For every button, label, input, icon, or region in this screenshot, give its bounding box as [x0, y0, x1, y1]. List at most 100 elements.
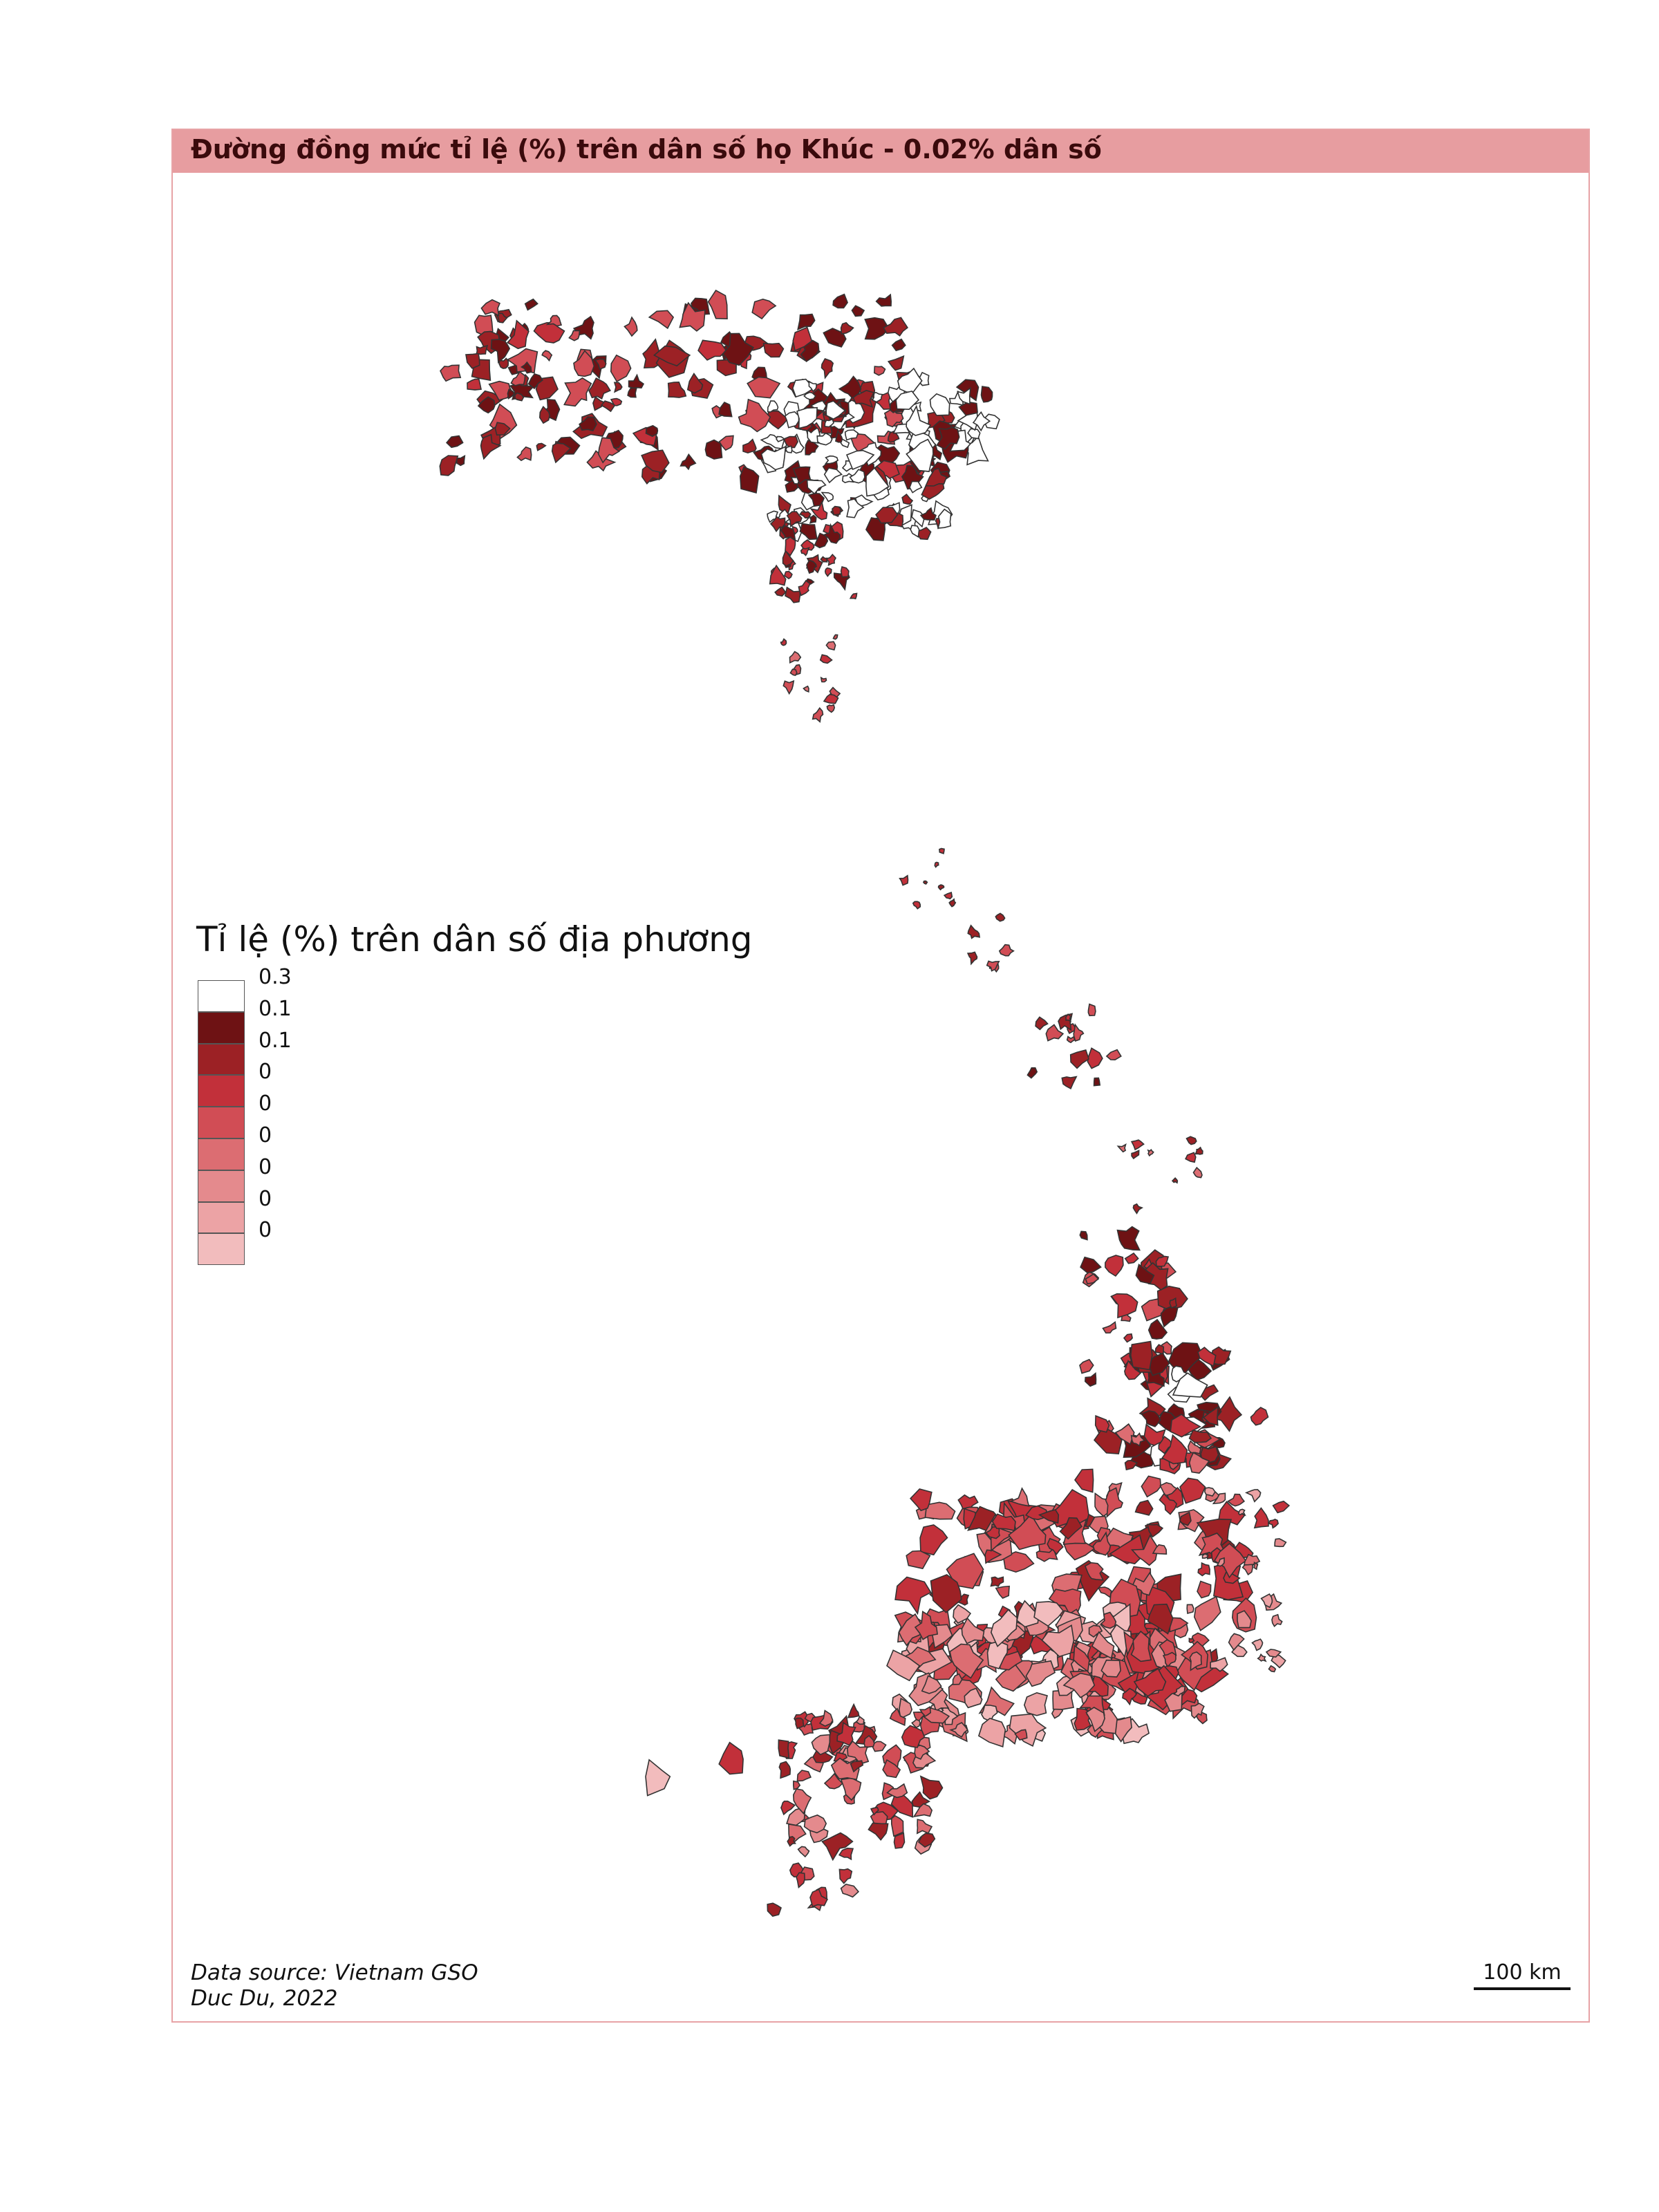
region-polygon: [916, 1819, 933, 1835]
region-polygon: [796, 1872, 805, 1888]
legend-title: Tỉ lệ (%) trên dân số địa phương: [196, 919, 753, 959]
region-polygon: [1079, 1358, 1094, 1374]
region-polygon: [641, 449, 670, 474]
region-polygon: [897, 367, 923, 393]
region-polygon: [774, 586, 787, 597]
region-polygon: [697, 339, 727, 361]
region-polygon: [821, 1832, 854, 1862]
region-polygon: [838, 1868, 853, 1884]
region-polygon: [778, 1761, 791, 1779]
region-polygon: [796, 1770, 812, 1782]
region-polygon: [847, 1740, 870, 1765]
region-polygon: [1185, 1136, 1197, 1145]
author-line: Duc Du, 2022: [191, 1986, 338, 2011]
legend-swatch: [198, 980, 245, 1012]
region-polygon: [912, 901, 921, 910]
region-polygon: [1186, 1604, 1194, 1615]
region-polygon: [803, 685, 809, 693]
region-polygon: [863, 1734, 875, 1749]
region-polygon: [891, 338, 906, 352]
region-polygon: [573, 350, 595, 377]
region-polygon: [816, 432, 833, 446]
region-polygon: [824, 418, 834, 428]
region-polygon: [961, 1617, 985, 1644]
region-polygon: [823, 467, 843, 484]
region-polygon: [1110, 1293, 1138, 1319]
region-polygon: [1035, 1016, 1049, 1031]
region-polygon: [1100, 1659, 1121, 1678]
region-polygon: [624, 316, 638, 337]
region-polygon: [1074, 1468, 1094, 1493]
region-polygon: [995, 912, 1006, 922]
region-polygon: [799, 523, 818, 541]
region-polygon: [821, 491, 834, 503]
region-polygon: [832, 293, 849, 309]
region-polygon: [1196, 1518, 1232, 1549]
region-polygon: [806, 479, 827, 495]
region-polygon: [1156, 1285, 1188, 1311]
region-polygon: [1087, 1003, 1096, 1017]
region-polygon: [1250, 1407, 1269, 1426]
region-polygon: [783, 435, 798, 449]
region-polygon: [785, 536, 796, 556]
region-polygon: [1033, 1601, 1065, 1627]
region-polygon: [1179, 1511, 1192, 1526]
region-polygon: [966, 951, 978, 966]
region-polygon: [1123, 1333, 1133, 1343]
region-polygon: [986, 960, 1000, 972]
region-polygon: [1093, 1426, 1123, 1455]
region-polygon: [895, 390, 919, 411]
region-polygon: [1065, 1013, 1072, 1023]
region-polygon: [840, 438, 850, 449]
region-polygon: [1105, 1049, 1122, 1061]
region-polygon: [510, 371, 526, 386]
region-polygon: [1237, 1508, 1246, 1517]
region-polygon: [823, 523, 841, 544]
legend-label: 0: [259, 1060, 272, 1085]
region-polygon: [1147, 1603, 1174, 1635]
region-polygon: [1244, 1489, 1262, 1503]
region-polygon: [812, 706, 824, 723]
region-polygon: [769, 564, 787, 586]
region-polygon: [1194, 1146, 1203, 1155]
region-polygon: [870, 1807, 879, 1816]
region-polygon: [1014, 1729, 1028, 1741]
region-polygon: [873, 366, 886, 376]
region-polygon: [823, 1772, 844, 1790]
region-polygon: [1212, 1492, 1226, 1505]
region-polygon: [849, 592, 858, 600]
region-polygon: [507, 388, 516, 400]
region-polygon: [1038, 1509, 1060, 1524]
region-polygon: [967, 428, 981, 440]
region-polygon: [883, 317, 908, 337]
region-polygon: [792, 326, 813, 352]
region-polygon: [1173, 1685, 1186, 1697]
region-polygon: [645, 424, 659, 438]
region-polygon: [849, 469, 865, 484]
region-polygon: [886, 1649, 921, 1682]
region-polygon: [1073, 1644, 1090, 1673]
region-polygon: [984, 1549, 1002, 1564]
region-polygon: [784, 411, 802, 429]
region-polygon: [1122, 1687, 1139, 1706]
region-polygon: [1162, 1651, 1177, 1668]
legend-label: 0: [259, 1123, 272, 1147]
region-polygon: [808, 380, 817, 393]
region-polygon: [924, 1501, 956, 1520]
region-polygon: [845, 449, 875, 471]
region-polygon: [1093, 1077, 1101, 1087]
region-polygon: [667, 381, 687, 398]
region-polygon: [948, 898, 957, 908]
region-polygon: [1059, 1517, 1082, 1540]
region-polygon: [686, 373, 704, 394]
region-polygon: [825, 400, 846, 420]
region-polygon: [1100, 1611, 1117, 1629]
region-polygon: [891, 1815, 904, 1837]
region-polygon: [898, 1613, 926, 1647]
region-polygon: [783, 570, 793, 580]
region-polygon: [1203, 1487, 1216, 1497]
region-polygon: [887, 355, 905, 371]
region-polygon: [887, 430, 900, 443]
region-polygon: [809, 500, 828, 521]
region-polygon: [628, 373, 645, 389]
